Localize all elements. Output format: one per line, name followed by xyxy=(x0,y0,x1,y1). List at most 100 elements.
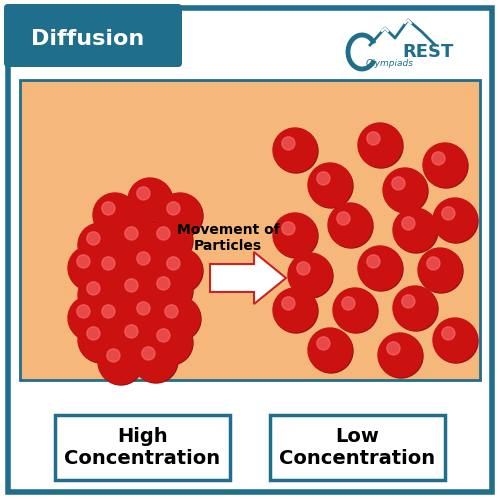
Circle shape xyxy=(102,257,115,270)
Circle shape xyxy=(116,270,160,314)
Circle shape xyxy=(134,339,178,383)
Circle shape xyxy=(165,305,178,318)
Circle shape xyxy=(402,295,415,308)
Circle shape xyxy=(116,316,160,360)
Circle shape xyxy=(78,318,122,362)
Circle shape xyxy=(157,329,170,342)
Circle shape xyxy=(367,132,380,145)
Circle shape xyxy=(148,268,192,312)
Circle shape xyxy=(156,296,200,340)
FancyBboxPatch shape xyxy=(20,80,480,380)
FancyArrow shape xyxy=(210,252,286,304)
Circle shape xyxy=(79,224,123,268)
Circle shape xyxy=(157,277,170,290)
Circle shape xyxy=(159,249,203,293)
Circle shape xyxy=(148,320,192,364)
Circle shape xyxy=(93,248,137,292)
Circle shape xyxy=(393,208,437,252)
Circle shape xyxy=(309,329,353,373)
Circle shape xyxy=(137,252,150,265)
Circle shape xyxy=(394,209,438,253)
Circle shape xyxy=(273,213,317,257)
Circle shape xyxy=(117,219,161,263)
Circle shape xyxy=(317,172,330,185)
Circle shape xyxy=(128,178,172,222)
Circle shape xyxy=(433,198,477,242)
Circle shape xyxy=(274,214,318,258)
Circle shape xyxy=(148,218,192,262)
Circle shape xyxy=(427,257,440,270)
Circle shape xyxy=(137,302,150,315)
Circle shape xyxy=(424,144,468,188)
Circle shape xyxy=(387,342,400,355)
Circle shape xyxy=(337,212,350,225)
FancyBboxPatch shape xyxy=(55,415,230,480)
Circle shape xyxy=(94,297,138,341)
Circle shape xyxy=(125,227,138,240)
Circle shape xyxy=(107,349,120,362)
Circle shape xyxy=(393,286,437,330)
Circle shape xyxy=(69,297,113,341)
Circle shape xyxy=(358,123,402,167)
Circle shape xyxy=(128,243,172,287)
Circle shape xyxy=(125,279,138,292)
Circle shape xyxy=(94,249,138,293)
Circle shape xyxy=(383,168,427,212)
Circle shape xyxy=(128,293,172,337)
Circle shape xyxy=(282,137,295,150)
Circle shape xyxy=(308,163,352,207)
Circle shape xyxy=(87,282,100,295)
Circle shape xyxy=(442,207,455,220)
Circle shape xyxy=(77,255,90,268)
Circle shape xyxy=(434,199,478,243)
Circle shape xyxy=(149,269,193,313)
Circle shape xyxy=(167,257,180,270)
Circle shape xyxy=(87,327,100,340)
Circle shape xyxy=(289,254,333,298)
Circle shape xyxy=(309,164,353,208)
Text: Low
Concentration: Low Concentration xyxy=(280,427,436,468)
Text: High
Concentration: High Concentration xyxy=(64,427,220,468)
Circle shape xyxy=(394,287,438,331)
Circle shape xyxy=(329,204,373,248)
Circle shape xyxy=(274,129,318,173)
Circle shape xyxy=(384,169,428,213)
Circle shape xyxy=(434,319,478,363)
Circle shape xyxy=(129,294,173,338)
FancyBboxPatch shape xyxy=(4,4,182,67)
Circle shape xyxy=(432,152,445,165)
Circle shape xyxy=(77,305,90,318)
Circle shape xyxy=(99,341,143,385)
Circle shape xyxy=(333,288,377,332)
Circle shape xyxy=(419,249,463,293)
Circle shape xyxy=(87,232,100,245)
Circle shape xyxy=(273,288,317,332)
Circle shape xyxy=(158,193,202,237)
Circle shape xyxy=(157,227,170,240)
Circle shape xyxy=(379,334,423,378)
FancyBboxPatch shape xyxy=(8,8,492,492)
Circle shape xyxy=(142,347,155,360)
Circle shape xyxy=(116,218,160,262)
Circle shape xyxy=(149,321,193,365)
Circle shape xyxy=(68,296,112,340)
Circle shape xyxy=(402,217,415,230)
Circle shape xyxy=(273,128,317,172)
Text: Movement of
Particles: Movement of Particles xyxy=(176,223,280,253)
Circle shape xyxy=(158,248,202,292)
Circle shape xyxy=(157,297,201,341)
Circle shape xyxy=(442,327,455,340)
Circle shape xyxy=(288,253,332,297)
Circle shape xyxy=(137,187,150,200)
Circle shape xyxy=(282,222,295,235)
Circle shape xyxy=(167,202,180,215)
Circle shape xyxy=(79,319,123,363)
Circle shape xyxy=(102,305,115,318)
Circle shape xyxy=(282,297,295,310)
Circle shape xyxy=(433,318,477,362)
Circle shape xyxy=(359,124,403,168)
Circle shape xyxy=(68,246,112,290)
Circle shape xyxy=(274,289,318,333)
Circle shape xyxy=(418,248,462,292)
FancyBboxPatch shape xyxy=(270,415,445,480)
